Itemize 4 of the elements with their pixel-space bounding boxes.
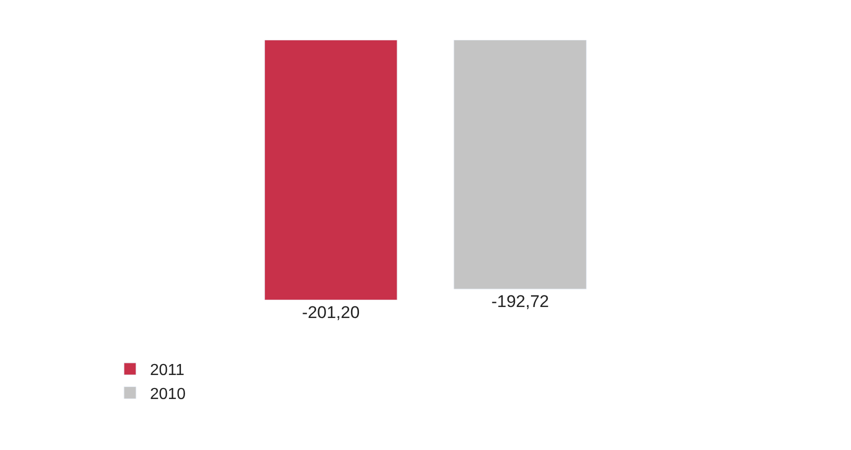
data-label: -192,72 xyxy=(491,292,549,312)
legend-label: 2011 xyxy=(150,362,185,380)
data-label: -201,20 xyxy=(302,303,360,322)
legend-label: 2010 xyxy=(150,386,186,403)
